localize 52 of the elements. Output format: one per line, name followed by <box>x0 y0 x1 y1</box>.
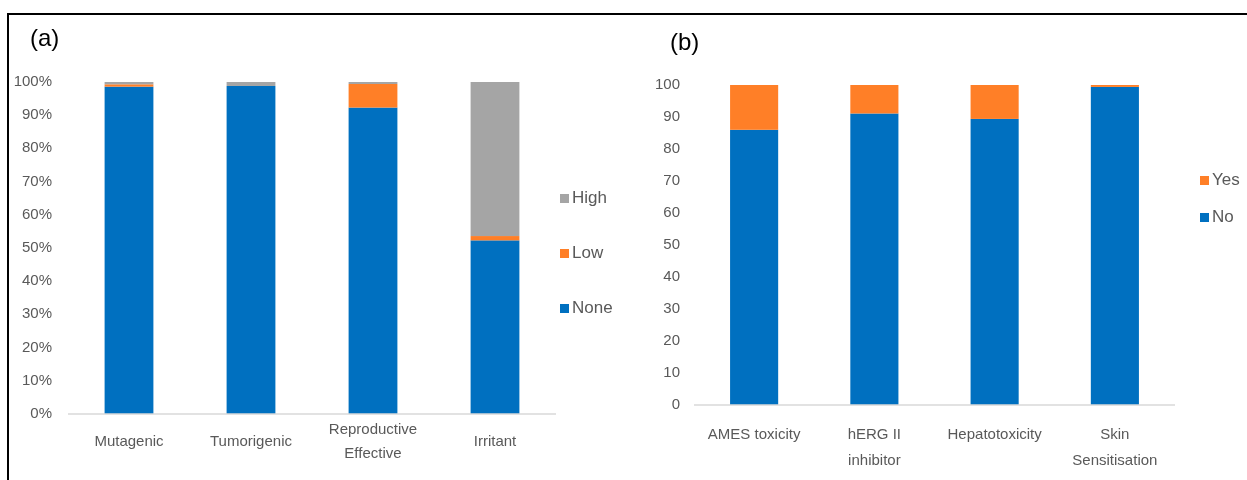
bar <box>104 86 154 414</box>
x-tick-label: hERG II inhibitor <box>847 424 902 468</box>
bar <box>970 118 1019 405</box>
y-tick-label: 50% <box>21 237 52 255</box>
y-tick-label: 0% <box>30 403 52 421</box>
chart-title: (a) <box>30 24 60 51</box>
y-tick-label: 80% <box>21 138 52 156</box>
y-tick-label: 20 <box>663 330 680 348</box>
bar <box>730 129 779 405</box>
bar <box>850 113 899 405</box>
y-tick-label: 70 <box>663 170 680 188</box>
x-tick-label: Hepatotoxicity <box>947 424 1043 442</box>
y-tick-label: 30% <box>21 304 52 322</box>
y-tick-label: 40% <box>21 271 52 289</box>
y-tick-label: 90 <box>663 106 680 124</box>
y-tick-label: 40 <box>663 266 680 284</box>
y-tick-label: 80 <box>663 138 680 156</box>
y-tick-label: 70% <box>21 171 52 189</box>
bar <box>730 85 779 130</box>
bar <box>348 107 398 414</box>
bar <box>470 236 520 241</box>
y-tick-label: 30 <box>663 298 680 316</box>
legend-label: High <box>572 188 607 208</box>
y-tick-label: 10 <box>663 362 680 380</box>
legend-label: None <box>572 298 613 318</box>
bar <box>470 82 520 237</box>
bar <box>348 83 398 108</box>
bar <box>226 85 276 414</box>
chart-title: (b) <box>670 28 700 55</box>
bar <box>1090 86 1139 405</box>
y-tick-label: 20% <box>21 337 52 355</box>
y-tick-label: 100% <box>13 71 52 89</box>
bar <box>850 85 899 114</box>
x-tick-label: AMES toxicity <box>707 424 801 442</box>
legend-label: No <box>1212 207 1234 227</box>
y-tick-label: 60% <box>21 204 52 222</box>
x-tick-label: Irritant <box>473 431 518 449</box>
x-tick-label: Tumorigenic <box>210 431 293 449</box>
x-tick-label: Reproductive Effective <box>328 419 418 461</box>
y-tick-label: 90% <box>21 105 52 123</box>
bar <box>470 240 520 414</box>
y-tick-label: 0 <box>671 394 680 412</box>
y-tick-label: 60 <box>663 202 680 220</box>
bar <box>226 82 276 86</box>
y-tick-label: 100 <box>654 74 680 92</box>
y-tick-label: 10% <box>21 370 52 388</box>
bar <box>970 85 1019 119</box>
legend-label: Yes <box>1212 170 1240 190</box>
x-tick-label: Skin Sensitisation <box>1072 424 1158 468</box>
legend-label: Low <box>572 243 604 263</box>
y-tick-label: 50 <box>663 234 680 252</box>
x-tick-label: Mutagenic <box>94 431 165 449</box>
